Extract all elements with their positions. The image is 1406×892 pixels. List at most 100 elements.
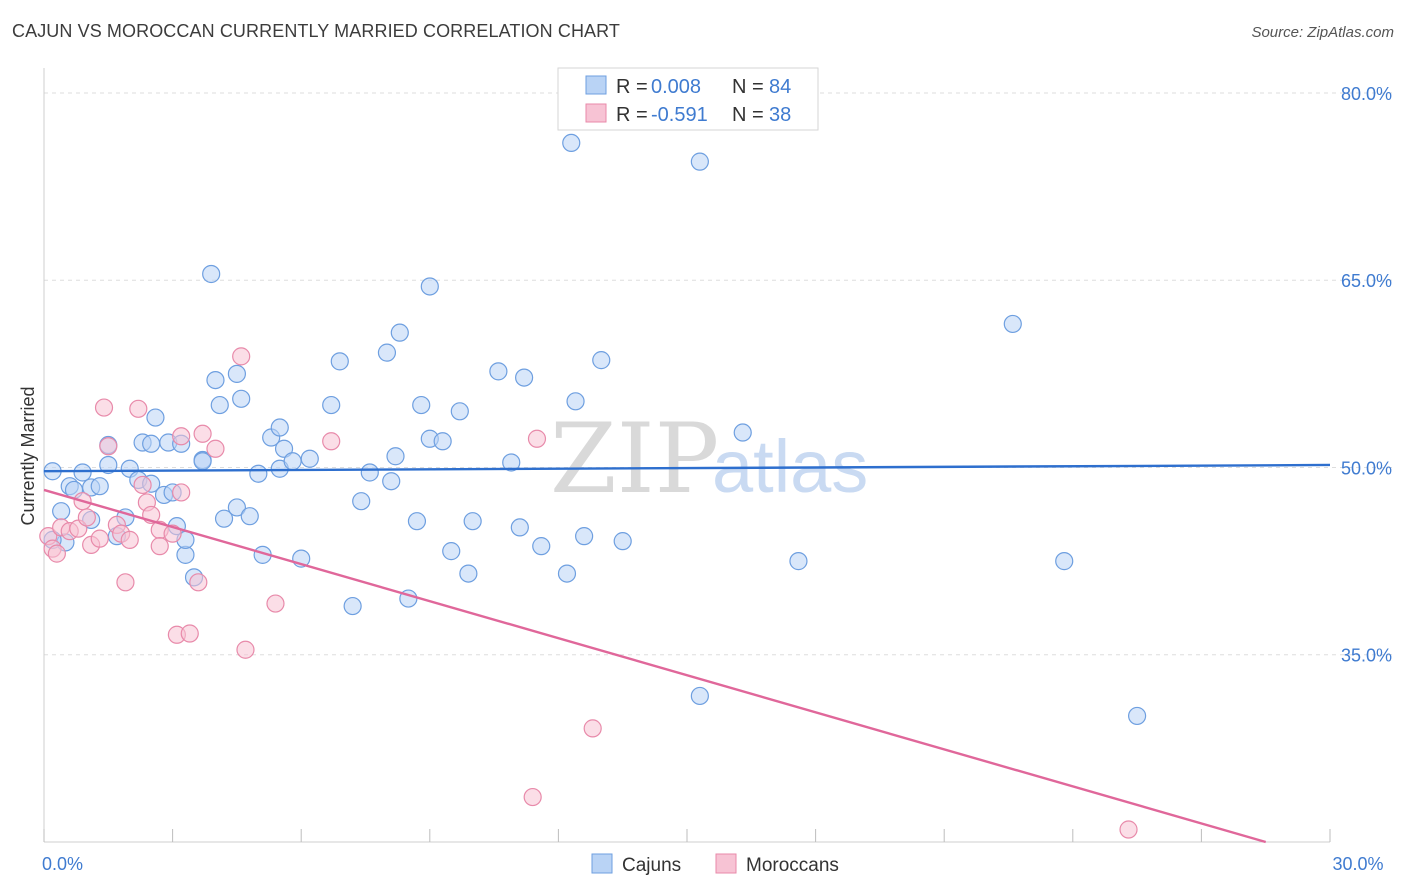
moroccan-point-7 [77,508,96,527]
cajun-point-67 [515,368,534,387]
stats-legend: R = 0.008 N = 84 R = -0.591 N = 38 [557,67,819,131]
cajun-point-49 [360,463,379,482]
cajun-point-69 [557,564,577,583]
bottom-legend-label-moroccans: Moroccans [746,855,839,876]
cajun-point-47 [343,596,362,616]
cajun-point-77 [733,423,752,442]
chart-title: CAJUN VS MOROCCAN CURRENTLY MARRIED CORR… [12,21,621,41]
legend-n-value-moroccans: 38 [769,104,791,126]
moroccan-point-17 [133,475,152,495]
legend-n-value-cajuns: 84 [769,76,791,98]
x-tick-labels: 0.0% 30.0% [42,854,1384,874]
moroccan-point-28 [193,424,212,443]
x-tick-label-0: 0.0% [42,854,83,874]
moroccan-point-26 [180,624,199,643]
y-tick-label-1: 65.0% [1341,271,1392,291]
cajun-point-33 [227,498,246,517]
cajun-trend-line [43,463,1331,473]
cajun-point-72 [575,527,594,546]
moroccan-point-24 [172,483,191,502]
cajun-point-9 [99,455,118,475]
cajun-point-34 [232,389,251,408]
cajun-point-27 [193,452,212,471]
grid-lines [44,92,1392,656]
moroccan-trend-line [43,488,1267,844]
moroccan-point-15 [120,530,139,549]
moroccan-point-10 [94,398,114,417]
moroccan-point-16 [129,399,148,418]
cajun-point-52 [386,447,405,466]
legend-r-label-moroccans: R = [616,104,648,126]
cajun-point-55 [407,512,427,531]
moroccan-point-33 [322,432,341,451]
cajun-point-58 [420,277,439,296]
cajun-point-62 [459,564,478,583]
cajun-point-35 [240,507,259,526]
legend-swatch-cajuns [585,75,607,95]
cajun-point-79 [1003,314,1022,334]
cajun-point-81 [1127,706,1147,726]
cajun-point-17 [142,434,161,453]
moroccan-point-29 [206,439,225,458]
moroccan-point-2 [47,544,66,563]
series-moroccans [39,347,1138,839]
moroccan-point-34 [523,787,542,807]
legend-n-label-moroccans: N = [732,104,764,126]
cajun-point-48 [352,492,371,511]
series-cajuns [43,133,1147,726]
cajun-point-41 [274,439,294,458]
cajun-point-76 [690,686,709,706]
y-tick-label-3: 35.0% [1341,646,1392,666]
cajun-point-68 [532,537,551,556]
cajun-point-51 [382,472,401,491]
moroccan-point-35 [527,429,547,448]
cajun-point-30 [210,395,229,415]
legend-r-value-moroccans: -0.591 [651,104,708,126]
cajun-point-28 [202,264,221,284]
moroccan-point-14 [116,573,135,592]
x-tick-label-1: 30.0% [1332,854,1383,874]
cajun-point-70 [566,392,585,411]
cajun-point-65 [502,453,521,472]
moroccan-point-9 [90,529,109,548]
cajun-point-18 [146,408,165,427]
moroccan-point-37 [1119,820,1138,839]
cajun-point-61 [450,402,469,421]
cajun-point-64 [489,362,508,381]
cajun-point-60 [442,542,461,561]
y-tick-label-2: 50.0% [1341,458,1392,478]
cajun-point-80 [1055,552,1074,571]
bottom-legend-swatch-moroccans [715,853,737,874]
cajun-point-66 [510,518,529,537]
cajun-point-36 [249,464,268,483]
cajun-point-32 [227,364,246,383]
cajun-point-29 [206,370,225,390]
legend-swatch-moroccans [585,103,607,123]
source-label: Source: ZipAtlas.com [1251,24,1394,41]
cajun-point-31 [214,509,234,528]
cajun-point-1 [52,502,71,521]
cajun-point-8 [90,477,109,496]
cajun-point-59 [433,432,452,451]
legend-r-label-cajuns: R = [616,76,648,98]
series-legend: Cajuns Moroccans [591,853,839,876]
legend-n-label-cajuns: N = [732,76,764,98]
watermark: ZIP atlas [550,403,868,515]
cajun-point-53 [390,323,409,342]
cajun-point-75 [690,152,709,171]
cajun-point-56 [412,395,431,415]
cajun-point-50 [377,343,397,362]
moroccan-point-36 [583,719,602,738]
moroccan-point-25 [172,427,191,446]
bottom-legend-swatch-cajuns [591,853,613,874]
cajun-point-73 [592,351,611,370]
legend-r-value-cajuns: 0.008 [651,76,701,98]
bottom-legend-label-cajuns: Cajuns [622,855,681,876]
cajun-point-71 [562,133,581,153]
watermark-zip: ZIP [550,403,719,515]
y-tick-labels: 80.0% 65.0% 50.0% 35.0% [1341,84,1392,666]
x-tick-marks [43,829,1331,842]
cajun-point-46 [330,352,349,371]
cajun-point-39 [270,418,289,437]
